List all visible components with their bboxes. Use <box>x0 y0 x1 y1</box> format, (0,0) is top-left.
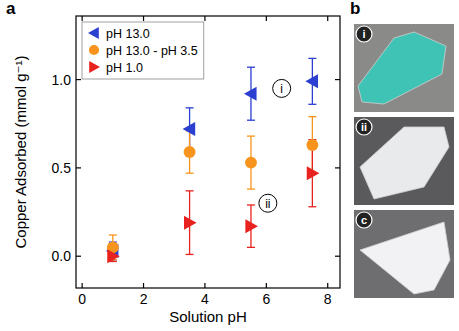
legend-label: pH 13.0 - pH 3.5 <box>106 44 198 58</box>
y-axis-title: Copper Adsorbed (mmol g⁻¹) <box>12 56 29 249</box>
x-tick <box>204 283 205 288</box>
error-cap <box>186 107 194 108</box>
error-cap <box>109 234 117 235</box>
y-tick-label: 0.0 <box>52 248 72 264</box>
error-cap <box>308 116 316 117</box>
x-tick-label: 8 <box>324 291 332 307</box>
y-tick-label: 1.0 <box>52 72 72 88</box>
y-tick <box>335 167 340 168</box>
x-tick <box>82 283 83 288</box>
photo-label-badge <box>356 119 372 135</box>
point <box>184 146 196 158</box>
error-cap <box>186 173 194 174</box>
legend-marker <box>89 61 100 73</box>
panel-label: a <box>6 0 16 18</box>
point <box>183 122 196 136</box>
x-tick <box>266 16 267 21</box>
error-cap <box>247 188 255 189</box>
photo-label-badge <box>356 26 372 42</box>
photo: c <box>354 210 454 298</box>
x-tick-label: 2 <box>140 291 148 307</box>
photo-label: c <box>361 214 367 226</box>
error-cap <box>247 247 255 248</box>
legend-marker <box>89 45 99 55</box>
photo: i <box>354 24 454 112</box>
y-tick <box>76 79 81 80</box>
membrane <box>360 127 449 199</box>
legend: pH 13.0 pH 13.0 - pH 3.5 pH 1.0 <box>82 22 204 79</box>
y-tick <box>76 256 81 257</box>
y-tick <box>76 167 81 168</box>
point <box>306 139 318 151</box>
error-cap <box>186 254 194 255</box>
error-cap <box>308 206 316 207</box>
x-tick <box>327 283 328 288</box>
error-cap <box>308 58 316 59</box>
error-cap <box>247 204 255 205</box>
x-tick <box>143 283 144 288</box>
photo: ii <box>354 117 454 205</box>
point <box>245 219 258 233</box>
legend-marker <box>88 27 99 39</box>
legend-box <box>82 22 204 79</box>
photo-label: i <box>362 28 365 40</box>
membrane <box>360 222 450 294</box>
photo-background <box>354 24 454 112</box>
figure: a b 0 2 4 6 8 0.0 0.5 1.0 Solution pH Copper Adsorb… <box>0 0 459 331</box>
error-cap <box>247 67 255 68</box>
legend-label: pH 1.0 <box>106 61 143 75</box>
x-tick <box>204 16 205 21</box>
photo-label: ii <box>361 121 367 133</box>
plot-frame <box>76 16 340 288</box>
point <box>307 166 320 180</box>
plot-area <box>106 58 320 263</box>
point <box>107 249 120 263</box>
x-tick-label: 4 <box>201 291 209 307</box>
error-cap <box>308 104 316 105</box>
error-cap <box>186 190 194 191</box>
x-axis-title: Solution pH <box>169 308 247 325</box>
photo-background <box>354 210 454 298</box>
point <box>184 216 197 230</box>
y-tick <box>335 256 340 257</box>
x-tick-label: 6 <box>262 291 270 307</box>
error-cap <box>247 120 255 121</box>
error-cap <box>247 135 255 136</box>
point <box>244 87 257 101</box>
x-tick <box>266 283 267 288</box>
annotation-circle <box>273 79 291 97</box>
annotation: i <box>280 82 283 96</box>
x-tick <box>327 16 328 21</box>
legend-label: pH 13.0 <box>106 27 150 41</box>
annotation-circle <box>259 194 277 212</box>
y-tick <box>335 79 340 80</box>
photo-label-badge <box>356 212 372 228</box>
membrane <box>358 32 446 104</box>
point <box>245 157 257 169</box>
x-tick <box>143 16 144 21</box>
annotation: ii <box>265 197 270 211</box>
point <box>305 74 318 88</box>
photo-background <box>354 117 454 205</box>
x-tick-label: 0 <box>78 291 86 307</box>
x-tick <box>82 16 83 21</box>
panel-label: b <box>350 0 360 18</box>
y-tick-label: 0.5 <box>52 160 72 176</box>
